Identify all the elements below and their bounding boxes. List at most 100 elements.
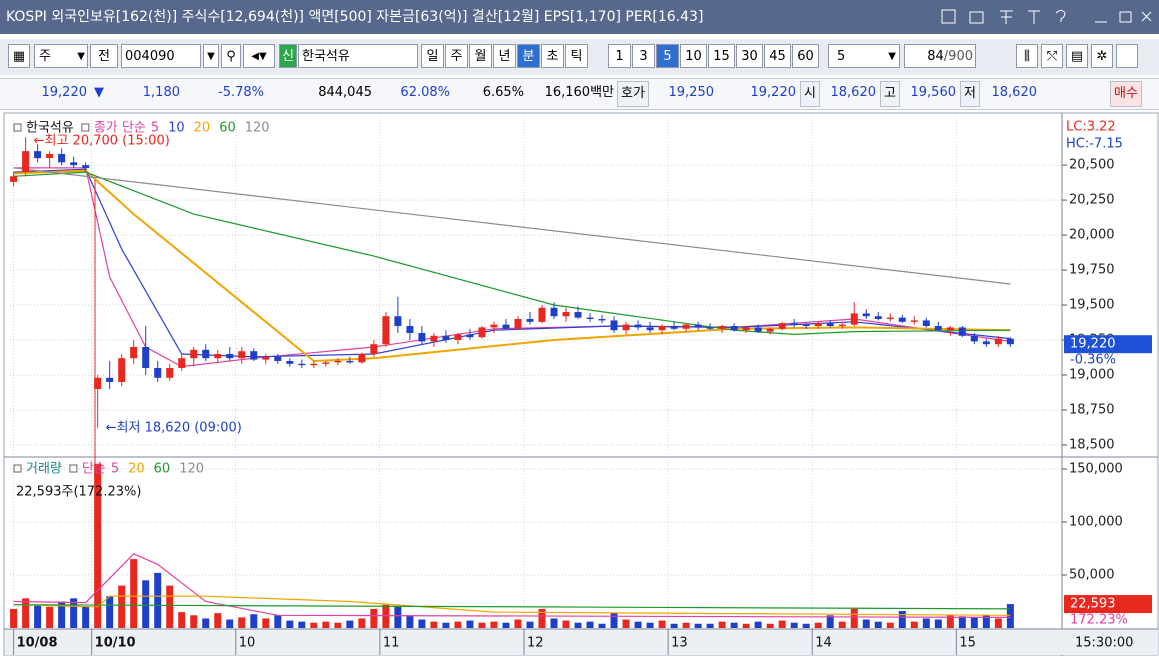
candle-body <box>958 327 966 336</box>
badge: 신 <box>279 44 297 68</box>
high: 19,560 <box>910 85 957 100</box>
candle-body <box>766 328 774 332</box>
candle-body <box>694 324 702 328</box>
code-input[interactable]: 004090 <box>121 44 201 68</box>
interval-select[interactable]: 5 ▼ <box>828 44 900 68</box>
toolbar-button[interactable]: 15 <box>708 44 735 68</box>
icon[interactable] <box>969 11 984 24</box>
toolbar-button[interactable]: 틱 <box>565 44 588 68</box>
candle-body <box>862 313 870 317</box>
volume-bar <box>586 621 594 628</box>
candle-body <box>634 324 642 328</box>
volume-bar <box>670 623 678 628</box>
y-tick-label: 50,000 <box>1069 568 1115 583</box>
maximize[interactable] <box>1119 11 1132 23</box>
volume-bar <box>526 621 534 628</box>
volume-bar <box>490 621 498 628</box>
toolbar-button[interactable]: 일 <box>421 44 444 68</box>
volume-bar <box>910 621 918 628</box>
tool-icon[interactable]: ▤ <box>1066 44 1088 68</box>
toolbar-button[interactable]: 5 <box>656 44 679 68</box>
ma-line <box>13 595 1011 616</box>
amount: 16,160백만 <box>544 85 614 100</box>
candle-body <box>214 353 222 359</box>
toolbar-button[interactable]: 년 <box>493 44 516 68</box>
candle-body <box>226 353 234 359</box>
candle-body <box>286 360 294 364</box>
x-tick-label: 11 <box>383 636 400 651</box>
toolbar-button[interactable]: 분 <box>517 44 540 68</box>
volume-bar <box>190 615 198 628</box>
volume-bar <box>406 615 414 628</box>
tool-icon[interactable]: ✲ <box>1091 44 1113 68</box>
candle-body <box>814 323 822 327</box>
stock-name[interactable]: 한국석유 <box>298 44 418 68</box>
candle-body <box>130 346 138 359</box>
toolbar-button[interactable]: 3 <box>632 44 655 68</box>
candle-body <box>730 326 738 331</box>
current-box <box>1064 595 1152 614</box>
y-tick-label: 19,000 <box>1069 367 1115 382</box>
legend-icon <box>69 464 78 473</box>
volume-bar <box>130 559 138 628</box>
legend-entry: 20 <box>128 462 145 477</box>
volume-bar <box>970 617 978 628</box>
buy-button[interactable]: 매수 <box>1110 81 1142 107</box>
toolbar-button[interactable]: 주 <box>445 44 468 68</box>
toolbar-button[interactable]: 월 <box>469 44 492 68</box>
toolbar-button[interactable]: 60 <box>792 44 819 68</box>
volume-bar <box>46 606 54 628</box>
candle-body <box>490 324 498 328</box>
icon[interactable] <box>1000 10 1013 24</box>
volume-bar <box>814 622 822 628</box>
title-text: KOSPI 외국인보유[162(천)] 주식수[12,694(천)] 액면[50… <box>6 9 704 25</box>
tool-icon[interactable]: ⫼ <box>1016 44 1038 68</box>
volume-bar <box>862 619 870 628</box>
count-input[interactable]: 84/900 <box>904 44 976 68</box>
icon[interactable] <box>1028 10 1040 24</box>
candle-body <box>118 358 126 382</box>
volume-bar <box>442 622 450 628</box>
toolbar-button[interactable]: 초 <box>541 44 564 68</box>
icon: ▼ <box>888 51 896 62</box>
tool-icon[interactable]: ⤲ <box>1041 44 1063 68</box>
sound[interactable]: ◀▼ <box>243 44 275 68</box>
candle-body <box>802 324 810 327</box>
volume-bar <box>718 621 726 628</box>
volume-bar <box>382 604 390 628</box>
volume-bar <box>994 618 1002 628</box>
candle-body <box>154 367 162 378</box>
prev-button[interactable]: 전 <box>90 44 118 68</box>
market-select[interactable]: 주 ▼ <box>34 44 88 68</box>
search[interactable]: ⚲ <box>221 44 241 68</box>
volume-bar <box>802 623 810 628</box>
candle-body <box>394 316 402 327</box>
icon[interactable] <box>1055 10 1066 23</box>
toolbar-button[interactable]: 1 <box>608 44 631 68</box>
candle-body <box>790 323 798 325</box>
candle-body <box>610 320 618 331</box>
candle-body <box>34 151 42 159</box>
menu-icon[interactable]: ▦ <box>8 44 30 68</box>
candle-body <box>874 316 882 320</box>
candle-body <box>718 326 726 329</box>
volume-bar <box>58 601 66 628</box>
volume-bar <box>370 608 378 628</box>
volume-bar <box>478 622 486 628</box>
toolbar-button[interactable]: 30 <box>736 44 763 68</box>
candle-body <box>22 151 30 173</box>
toolbar-button[interactable]: 10 <box>680 44 707 68</box>
candle-body <box>478 327 486 338</box>
tool-icon[interactable] <box>1116 44 1138 68</box>
legend-ma-label: 단순 <box>82 462 106 477</box>
toolbar-button[interactable]: 45 <box>764 44 791 68</box>
x-tick-label: 10/08 <box>17 636 58 651</box>
close[interactable] <box>1141 11 1152 22</box>
icon[interactable] <box>941 9 956 24</box>
legend-ma-label: 종가 단순 <box>94 121 146 136</box>
volume-bar <box>358 618 366 628</box>
dropdown[interactable]: ▼ <box>203 44 219 68</box>
candle-body <box>910 320 918 322</box>
volume-ratio: 62.08% <box>400 85 450 100</box>
